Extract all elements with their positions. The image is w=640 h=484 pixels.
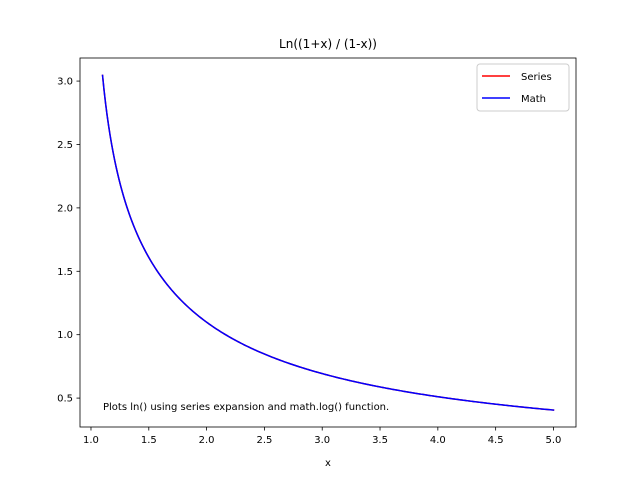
axes: 1.0 1.5 2.0 2.5 3.0 3.5 4.0 4.5 5.0 0.5 1.0 1.5 2.0 2… <box>57 57 577 446</box>
plot-area <box>80 58 576 427</box>
y-tick-label: 1.0 <box>57 330 73 341</box>
plot-background <box>80 58 576 427</box>
x-tick-label: 1.0 <box>83 435 99 446</box>
x-tick-label: 2.0 <box>199 435 215 446</box>
legend: Series Math <box>476 63 570 112</box>
legend-label-series: Series <box>521 72 552 83</box>
y-tick-label: 3.0 <box>57 77 73 88</box>
legend-label-math: Math <box>521 94 546 105</box>
annotation-text: Plots ln() using series expansion and ma… <box>103 402 389 413</box>
x-tick-label: 5.0 <box>546 435 562 446</box>
y-tick-label: 1.5 <box>57 267 73 278</box>
x-tick-label: 4.0 <box>430 435 446 446</box>
series-layer <box>101 74 555 411</box>
x-tick-label: 2.5 <box>256 435 272 446</box>
axes-frame <box>79 57 577 428</box>
x-tick-label: 3.0 <box>314 435 330 446</box>
series-line-math <box>101 74 555 411</box>
x-axis-label: x <box>325 458 331 469</box>
y-tick-label: 2.0 <box>57 203 73 214</box>
x-tick-label: 1.5 <box>141 435 157 446</box>
y-tick-label: 0.5 <box>57 394 73 405</box>
y-tick-label: 2.5 <box>57 140 73 151</box>
x-tick-label: 4.5 <box>488 435 504 446</box>
x-tick-label: 3.5 <box>372 435 388 446</box>
chart-title: Ln((1+x) / (1-x)) <box>279 37 377 51</box>
